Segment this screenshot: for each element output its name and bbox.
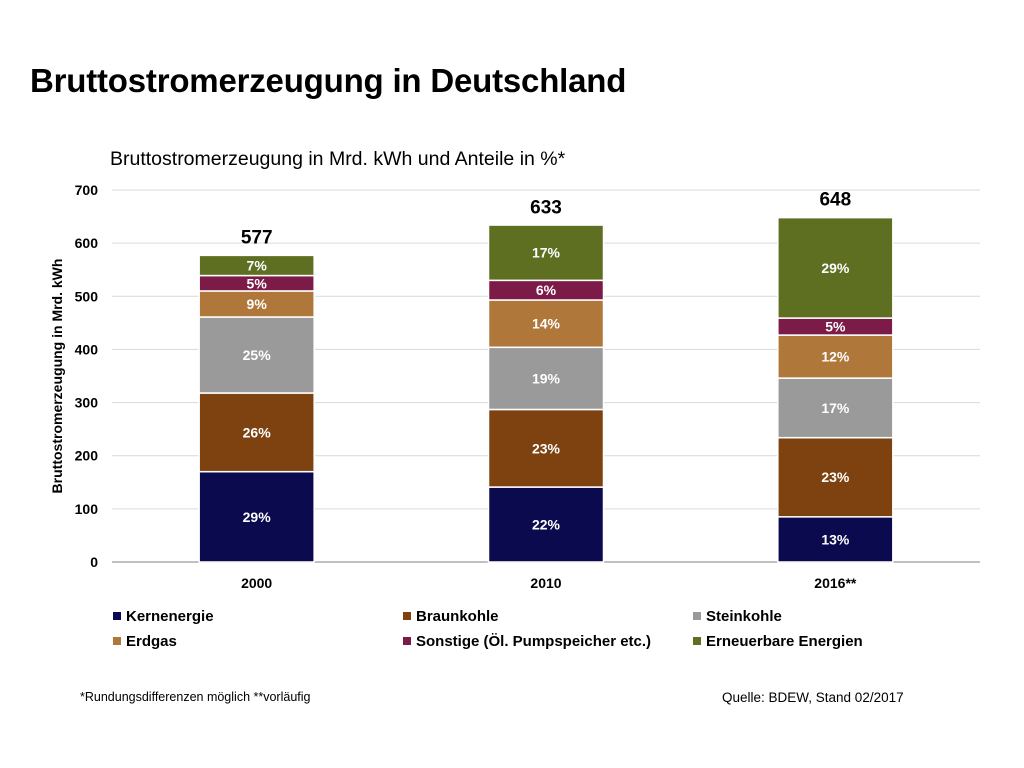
segment-share-label: 17% bbox=[532, 245, 561, 261]
footnote: *Rundungsdifferenzen möglich **vorläufig bbox=[80, 690, 311, 704]
bar-segment bbox=[487, 486, 605, 563]
bar-segment bbox=[198, 316, 315, 394]
segment-share-label: 22% bbox=[532, 517, 561, 533]
bar-segment bbox=[198, 290, 315, 318]
legend-item: Steinkohle bbox=[693, 606, 993, 626]
legend-swatch bbox=[403, 637, 411, 645]
y-tick-label: 200 bbox=[75, 448, 99, 464]
segment-share-label: 19% bbox=[532, 370, 561, 386]
segment-share-label: 17% bbox=[821, 400, 850, 416]
bar-segment bbox=[777, 216, 894, 319]
segment-share-label: 23% bbox=[821, 469, 850, 485]
y-tick-label: 600 bbox=[75, 235, 99, 251]
segment-share-label: 13% bbox=[821, 531, 850, 547]
slide-title: Bruttostromerzeugung in Deutschland bbox=[30, 62, 627, 99]
legend-swatch bbox=[113, 637, 121, 645]
y-axis-title: Bruttostromerzeugung in Mrd. kWh bbox=[49, 259, 65, 494]
legend-swatch bbox=[693, 612, 701, 620]
x-tick-label: 2016** bbox=[814, 575, 857, 591]
source-note: Quelle: BDEW, Stand 02/2017 bbox=[722, 690, 904, 705]
segment-share-label: 29% bbox=[821, 260, 850, 276]
legend-label: Kernenergie bbox=[126, 607, 214, 625]
x-tick-label: 2000 bbox=[241, 575, 272, 591]
legend-item: Erneuerbare Energien bbox=[693, 631, 993, 651]
legend-swatch bbox=[403, 612, 411, 620]
bar-segment bbox=[487, 299, 605, 349]
bar-segment bbox=[198, 392, 315, 473]
legend-item: Sonstige (Öl. Pumpspeicher etc.) bbox=[403, 631, 693, 651]
segment-share-label: 12% bbox=[821, 349, 850, 365]
y-tick-label: 400 bbox=[75, 341, 99, 357]
legend-label: Sonstige (Öl. Pumpspeicher etc.) bbox=[416, 632, 652, 650]
segment-share-label: 14% bbox=[532, 316, 561, 332]
segment-share-label: 5% bbox=[247, 275, 268, 291]
stacked-bar-chart: 0 100 200 300 400 500 600 700 Bruttostromerzeugu… bbox=[49, 182, 980, 591]
data-labels: 29% 26% 25% 9% 5% 7% 577 22% 23% 19% 14% 6% 17% 633 13… bbox=[241, 190, 851, 548]
legend-label: Erdgas bbox=[126, 632, 177, 650]
legend-item: Braunkohle bbox=[403, 606, 693, 626]
segment-share-label: 5% bbox=[825, 319, 846, 335]
legend-item: Kernenergie bbox=[113, 606, 403, 626]
legend-swatch bbox=[113, 612, 121, 620]
legend-swatch bbox=[693, 637, 701, 645]
y-tick-label: 0 bbox=[90, 554, 98, 570]
y-tick-label: 700 bbox=[75, 182, 99, 198]
bar-total-label: 577 bbox=[241, 227, 273, 248]
legend-label: Erneuerbare Energien bbox=[706, 632, 863, 650]
segment-share-label: 29% bbox=[243, 509, 272, 525]
segment-share-label: 7% bbox=[247, 257, 268, 273]
y-tick-label: 100 bbox=[75, 501, 99, 517]
bar-segment bbox=[487, 346, 605, 411]
chart-legend: Kernenergie Braunkohle Steinkohle Erdgas Son… bbox=[113, 606, 993, 651]
bar-segment bbox=[777, 516, 894, 563]
legend-item: Erdgas bbox=[113, 631, 403, 651]
chart-subtitle: Bruttostromerzeugung in Mrd. kWh und Ant… bbox=[110, 148, 566, 170]
legend-label: Steinkohle bbox=[706, 607, 782, 625]
segment-share-label: 6% bbox=[536, 282, 557, 298]
bar-segment bbox=[487, 408, 605, 488]
bar-segment bbox=[198, 470, 315, 563]
bar-total-label: 633 bbox=[530, 198, 562, 219]
x-tick-label: 2010 bbox=[530, 575, 561, 591]
segment-share-label: 9% bbox=[247, 296, 268, 312]
segment-share-label: 25% bbox=[243, 347, 272, 363]
bar-segment bbox=[198, 254, 315, 277]
y-tick-label: 500 bbox=[75, 288, 99, 304]
bars bbox=[198, 216, 894, 563]
legend-label: Braunkohle bbox=[416, 607, 499, 625]
segment-share-label: 23% bbox=[532, 440, 561, 456]
y-tick-label: 300 bbox=[75, 395, 99, 411]
bar-total-label: 648 bbox=[819, 190, 851, 211]
segment-share-label: 26% bbox=[243, 424, 272, 440]
bar-segment bbox=[487, 224, 605, 282]
